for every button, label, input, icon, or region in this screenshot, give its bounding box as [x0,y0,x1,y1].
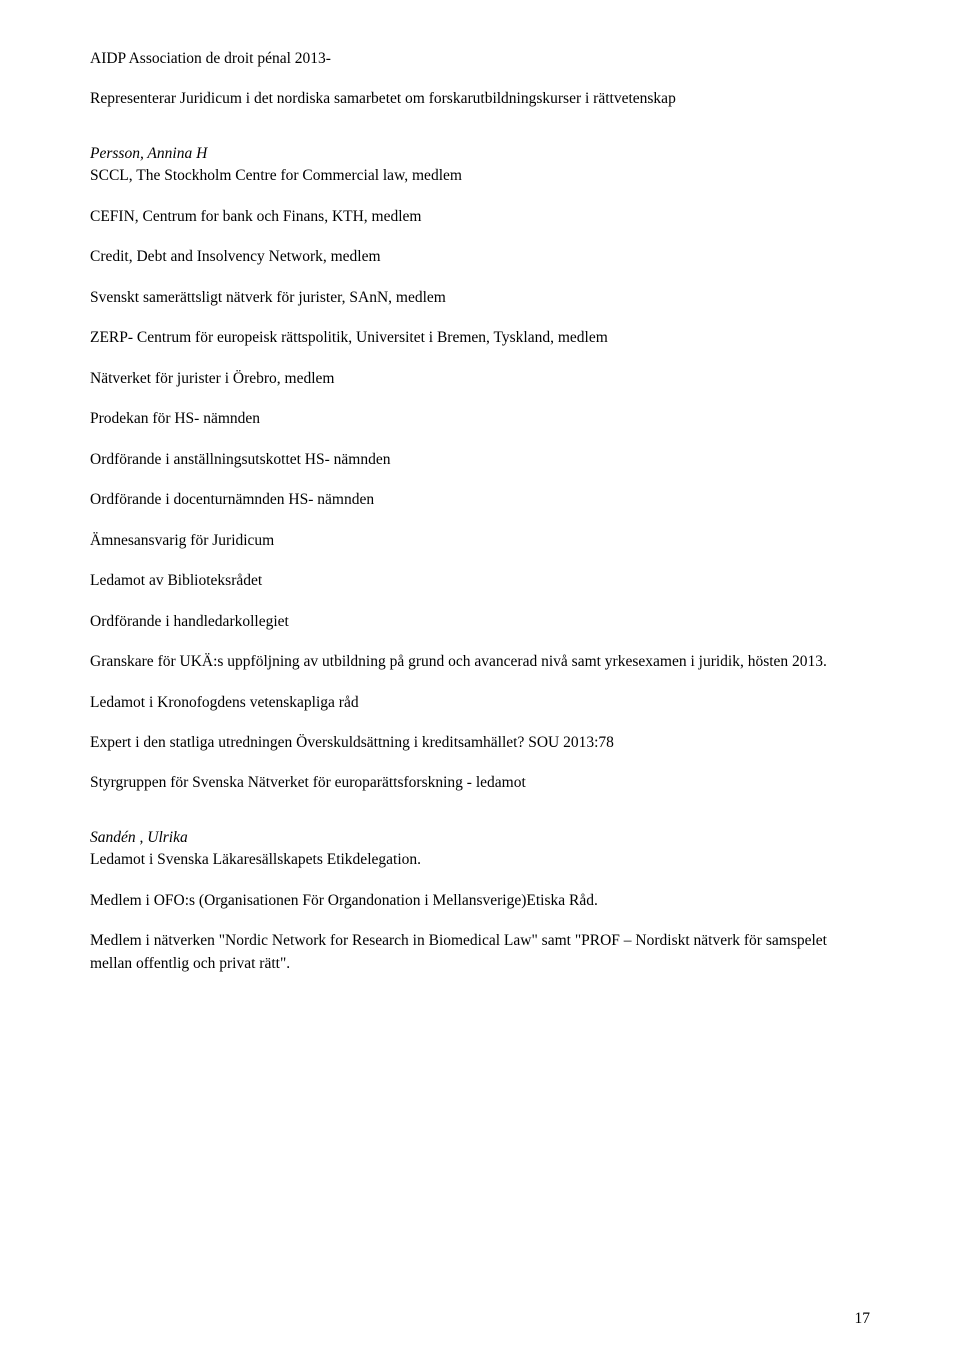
body-paragraph: Representerar Juridicum i det nordiska s… [90,88,870,110]
body-paragraph: Ordförande i handledarkollegiet [90,611,870,633]
document-page: AIDP Association de droit pénal 2013- Re… [0,0,960,1360]
body-paragraph: Credit, Debt and Insolvency Network, med… [90,246,870,268]
body-paragraph: ZERP- Centrum för europeisk rättspolitik… [90,327,870,349]
body-paragraph: Ordförande i docenturnämnden HS- nämnden [90,489,870,511]
body-text: SCCL, The Stockholm Centre for Commercia… [90,167,462,184]
person-name: Sandén , Ulrika [90,829,188,846]
body-paragraph: Medlem i nätverken "Nordic Network for R… [90,930,870,975]
person-name: Persson, Annina H [90,145,207,162]
body-paragraph: Persson, Annina H SCCL, The Stockholm Ce… [90,143,870,188]
body-paragraph: Granskare för UKÄ:s uppföljning av utbil… [90,651,870,673]
body-paragraph: Svenskt samerättsligt nätverk för jurist… [90,287,870,309]
body-text: Ledamot i Svenska Läkaresällskapets Etik… [90,851,421,868]
body-paragraph: Nätverket för jurister i Örebro, medlem [90,368,870,390]
body-paragraph: Sandén , Ulrika Ledamot i Svenska Läkare… [90,827,870,872]
body-paragraph: CEFIN, Centrum for bank och Finans, KTH,… [90,206,870,228]
body-paragraph: Expert i den statliga utredningen Översk… [90,732,870,754]
body-paragraph: Prodekan för HS- nämnden [90,408,870,430]
body-paragraph: Ämnesansvarig för Juridicum [90,530,870,552]
body-paragraph: Medlem i OFO:s (Organisationen För Organ… [90,890,870,912]
page-number: 17 [855,1308,871,1330]
body-paragraph: Ledamot av Biblioteksrådet [90,570,870,592]
body-paragraph: AIDP Association de droit pénal 2013- [90,48,870,70]
body-paragraph: Styrgruppen för Svenska Nätverket för eu… [90,772,870,794]
body-paragraph: Ordförande i anställningsutskottet HS- n… [90,449,870,471]
body-paragraph: Ledamot i Kronofogdens vetenskapliga råd [90,692,870,714]
